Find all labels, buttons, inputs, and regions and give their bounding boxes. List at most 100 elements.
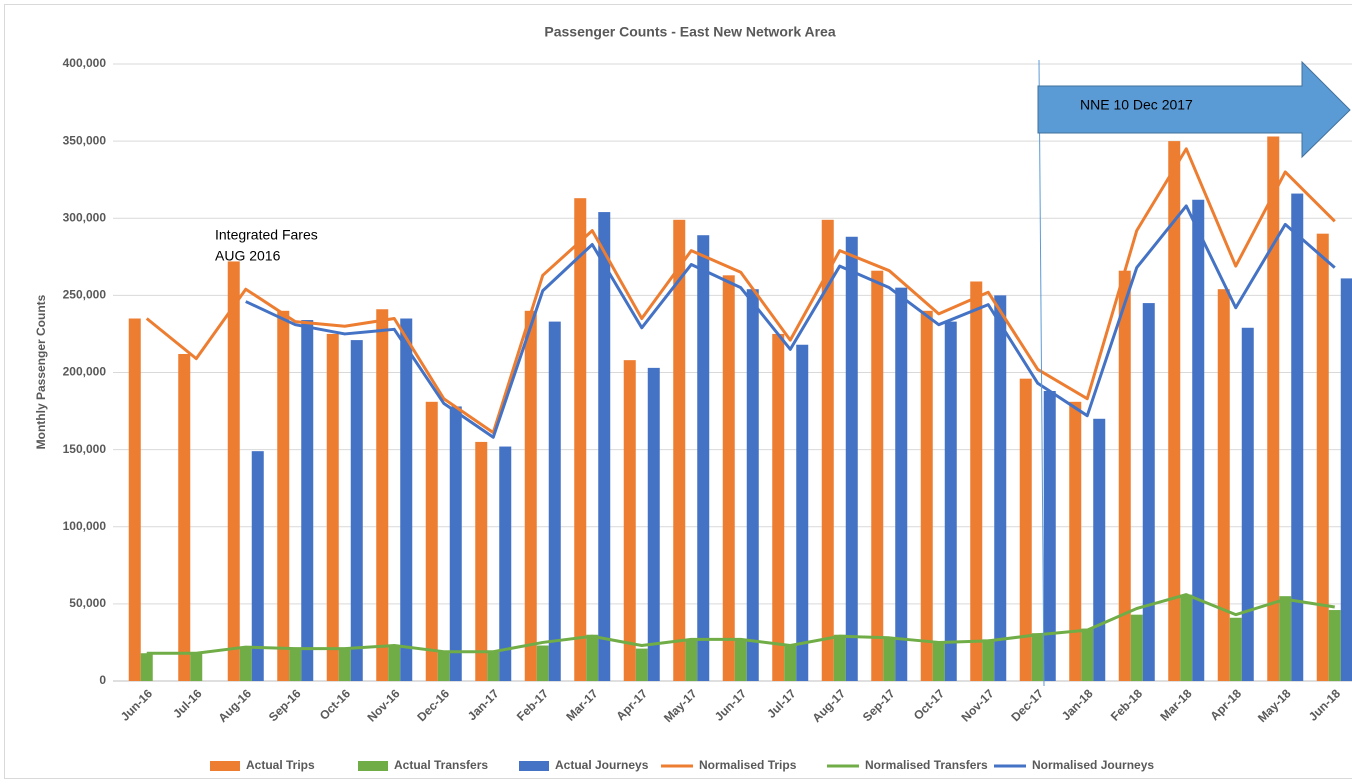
bar: [994, 295, 1007, 681]
bar: [871, 270, 884, 681]
bar: [487, 651, 500, 681]
y-tick-label: 50,000: [69, 596, 106, 610]
legend-label: Normalised Journeys: [1032, 758, 1154, 772]
bar: [301, 320, 314, 681]
legend-swatch: [519, 761, 549, 771]
bar: [1118, 270, 1131, 681]
bar: [883, 637, 896, 681]
bar: [1340, 278, 1352, 681]
bar: [1043, 391, 1056, 681]
bar: [376, 309, 389, 681]
bar: [821, 219, 834, 682]
legend-label: Normalised Trips: [699, 758, 797, 772]
bar: [635, 648, 648, 681]
y-tick-label: 250,000: [63, 288, 107, 302]
annotation: NNE 10 Dec 2017: [1080, 97, 1193, 113]
bar: [746, 289, 759, 681]
y-tick-label: 200,000: [63, 365, 107, 379]
bar: [388, 645, 401, 681]
bar: [895, 287, 908, 681]
bar: [734, 639, 747, 681]
legend-label: Normalised Transfers: [865, 758, 988, 772]
bar: [251, 451, 264, 681]
bar: [1217, 289, 1230, 681]
plot-area: 0 50,000 100,000 150,000 200,000 250,000 300,0…: [63, 56, 1352, 725]
legend-label: Actual Transfers: [394, 758, 488, 772]
bar: [326, 333, 339, 681]
bar: [1180, 594, 1193, 681]
event-arrow: [1037, 60, 1351, 159]
legend-swatch: [210, 761, 240, 771]
bar: [239, 647, 252, 681]
bar: [1142, 303, 1155, 681]
bar: [1267, 136, 1280, 681]
bar: [475, 441, 488, 681]
y-tick-label: 150,000: [63, 442, 107, 456]
bar: [178, 353, 191, 681]
bar: [499, 446, 512, 681]
bar: [400, 318, 413, 681]
bar: [796, 344, 809, 681]
bar: [772, 333, 785, 681]
bar: [1168, 141, 1181, 681]
bar: [673, 219, 686, 682]
y-tick-label: 300,000: [63, 210, 107, 224]
bar: [1328, 610, 1341, 681]
bar: [574, 198, 587, 681]
bar: [548, 321, 561, 681]
bar: [536, 645, 549, 681]
bar: [338, 648, 351, 681]
y-tick-label: 100,000: [63, 519, 107, 533]
bar: [932, 642, 945, 681]
chart-title: Passenger Counts - East New Network Area: [544, 24, 835, 40]
bar: [784, 645, 797, 681]
bar: [1241, 327, 1254, 681]
annotation: AUG 2016: [215, 248, 281, 264]
bar: [190, 653, 203, 681]
bar: [833, 634, 846, 681]
bar: [1291, 193, 1304, 681]
bar: [1192, 199, 1205, 682]
line: [146, 593, 1335, 655]
legend-label: Actual Trips: [246, 758, 315, 772]
bar: [586, 634, 599, 681]
bar: [685, 639, 698, 681]
bar: [277, 310, 290, 681]
y-tick-label: 0: [99, 673, 106, 687]
bar: [1229, 617, 1242, 681]
bar: [449, 406, 462, 681]
bar: [1019, 378, 1032, 681]
bar: [623, 360, 636, 681]
bar: [970, 281, 983, 681]
line: [245, 204, 1336, 439]
bar: [350, 340, 363, 681]
bar: [289, 648, 302, 681]
bar: [1093, 418, 1106, 681]
bar: [1279, 596, 1292, 681]
bar: [982, 639, 995, 681]
bar: [227, 261, 240, 681]
bar: [1130, 614, 1143, 681]
bar: [1081, 628, 1094, 681]
bar: [128, 318, 141, 681]
bar: [140, 653, 153, 681]
bar: [944, 321, 957, 681]
annotation: Integrated Fares: [215, 227, 318, 243]
bar: [598, 212, 611, 681]
bar: [722, 275, 735, 681]
bar: [1069, 401, 1082, 681]
bar: [845, 236, 858, 681]
bar: [920, 310, 933, 681]
bar: [697, 235, 710, 681]
line: [145, 147, 1336, 435]
bar: [437, 651, 450, 681]
bar: [1316, 233, 1329, 682]
y-tick-label: 400,000: [63, 56, 107, 70]
legend-swatch: [358, 761, 388, 771]
y-axis-label: Monthly Passenger Counts: [34, 294, 48, 449]
event-line: [1038, 59, 1045, 687]
bar: [524, 310, 537, 681]
bar: [1031, 633, 1044, 681]
